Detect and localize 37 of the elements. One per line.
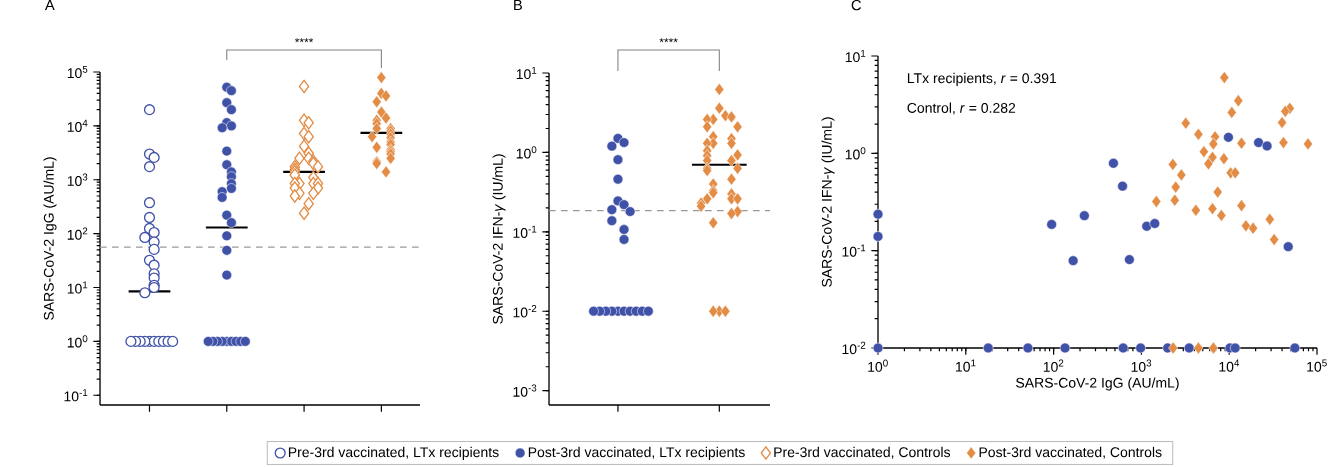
x-tick-label: 10$^{4}$ bbox=[1219, 359, 1240, 372]
text: **** bbox=[294, 38, 314, 43]
y-tick-label: 10$^{-1}$ bbox=[513, 225, 537, 238]
y-tick-label: 10$^{3}$ bbox=[67, 173, 88, 186]
y-tick-label: 10$^{-2}$ bbox=[842, 341, 866, 355]
y-tick-label: 10$^{0}$ bbox=[67, 335, 88, 348]
x-tick-label: 10$^{3}$ bbox=[1131, 359, 1152, 372]
chart-title: C bbox=[851, 0, 861, 11]
x-tick-label: 10$^{2}$ bbox=[1043, 359, 1064, 372]
y-axis-title: SARS-CoV-2 IgG (AU/mL) bbox=[43, 157, 57, 320]
x-tick-label: 10$^{0}$ bbox=[868, 359, 888, 372]
legend-label: Pre-3rd vaccinated, LTx recipients bbox=[288, 446, 499, 460]
y-tick-label: 10$^{-1}$ bbox=[64, 389, 88, 402]
y-tick-label: 10$^{1}$ bbox=[845, 49, 866, 63]
y-tick-label: 10$^{0}$ bbox=[845, 147, 866, 160]
x-tick-label: 10$^{5}$ bbox=[1307, 359, 1327, 372]
x-tick-label: 10$^{1}$ bbox=[956, 359, 976, 372]
y-tick-label: 10$^{-2}$ bbox=[513, 305, 537, 318]
annotation: Control, r = 0.282 bbox=[907, 102, 1016, 115]
y-tick-label: 10$^{5}$ bbox=[67, 65, 88, 79]
chart-title: A bbox=[44, 0, 55, 11]
y-axis-title: SARS-CoV-2 IFN-γ (IU/mL) bbox=[492, 154, 506, 324]
chart-title: B bbox=[514, 0, 522, 11]
text: **** bbox=[659, 38, 678, 43]
annotation: LTx recipients, r = 0.391 bbox=[907, 72, 1057, 86]
y-tick-label: 10$^{4}$ bbox=[67, 119, 88, 132]
y-tick-label: 10$^{-3}$ bbox=[513, 384, 537, 397]
y-tick-label: 10$^{2}$ bbox=[67, 227, 88, 240]
legend-label: Pre-3rd vaccinated, Controls bbox=[774, 446, 951, 459]
legend-label: Post-3rd vaccinated, LTx recipients bbox=[528, 446, 745, 460]
y-tick-label: 10$^{1}$ bbox=[516, 66, 537, 80]
y-tick-label: 10$^{0}$ bbox=[516, 146, 537, 159]
y-tick-label: 10$^{1}$ bbox=[67, 281, 88, 294]
y-axis-title: SARS-CoV-2 IFN-γ (IU/mL) bbox=[821, 117, 835, 287]
legend-label: Post-3rd vaccinated, Controls bbox=[979, 446, 1162, 459]
x-axis-title: SARS-CoV-2 IgG (AU/mL) bbox=[1016, 377, 1179, 391]
y-tick-label: 10$^{-1}$ bbox=[842, 244, 866, 257]
